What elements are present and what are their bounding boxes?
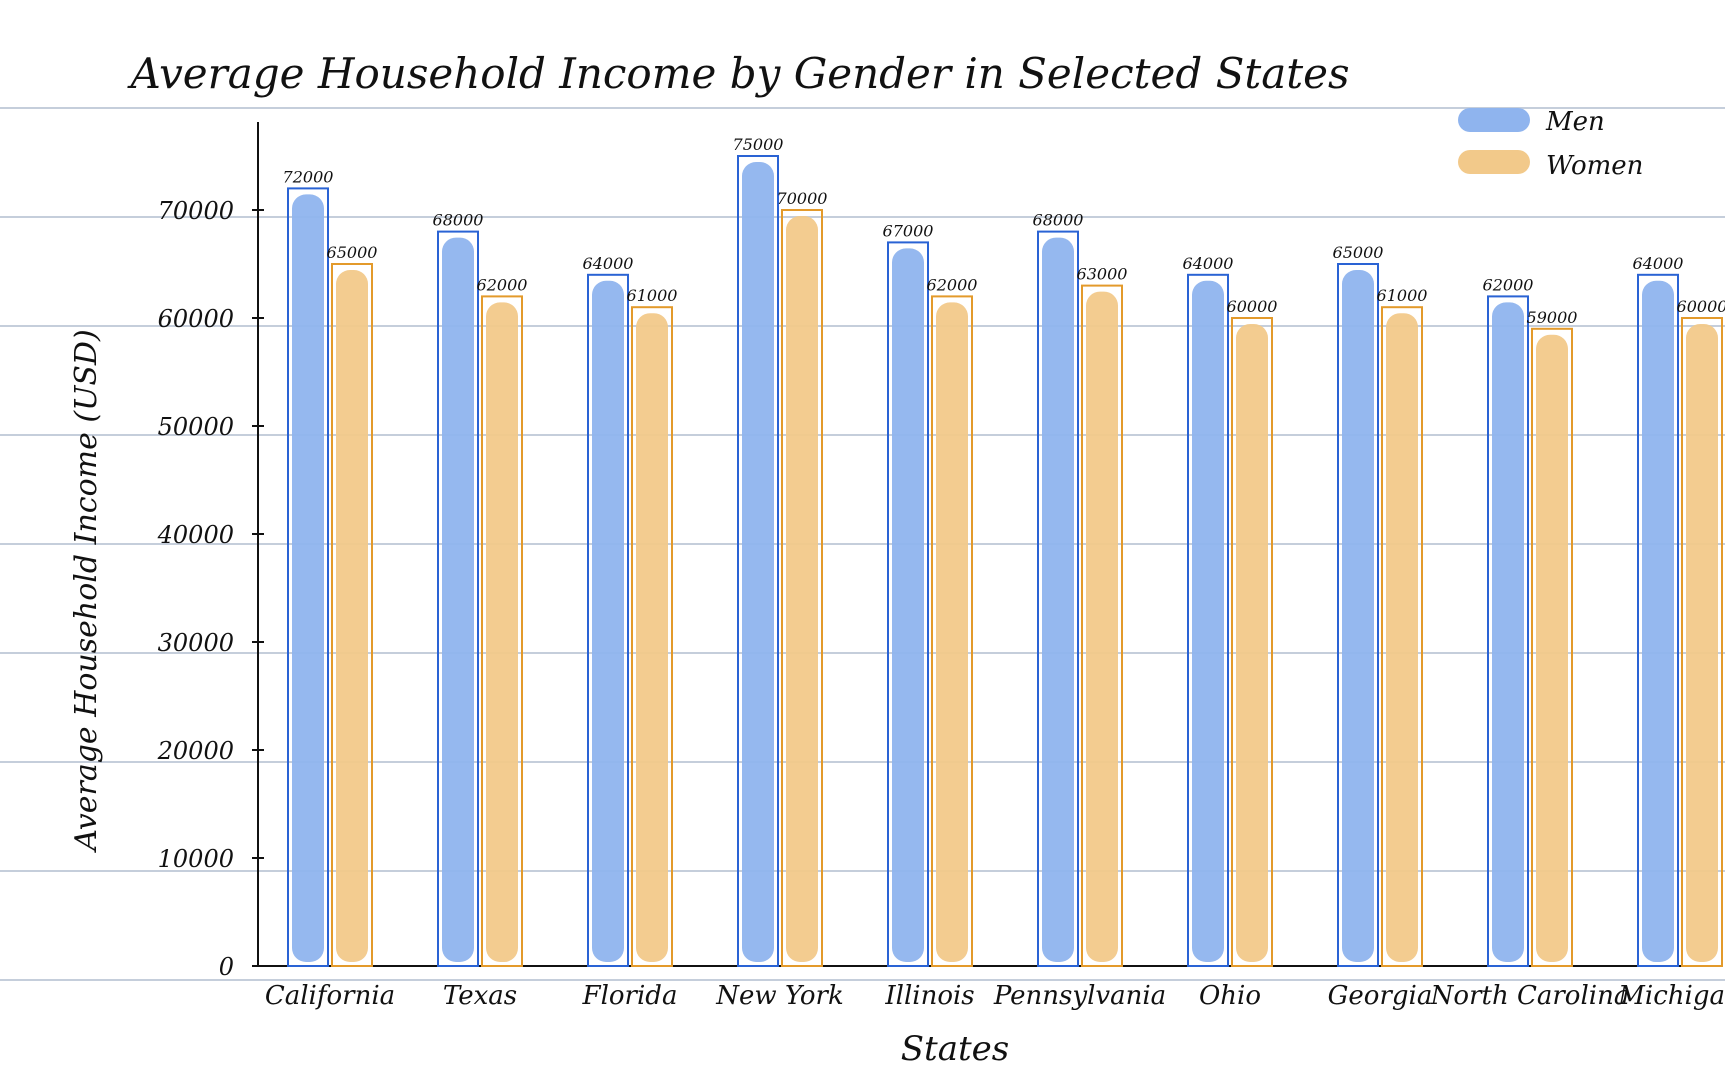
x-axis-title: States	[901, 1029, 1009, 1069]
x-tick-label: Pennsylvania	[993, 981, 1166, 1011]
bar-fill-women	[786, 216, 818, 962]
y-tick-label: 30000	[158, 629, 234, 657]
bar-outline-men	[437, 230, 479, 968]
data-label-women: 62000	[477, 275, 528, 294]
legend-men-swatch	[1458, 108, 1530, 132]
y-tick-label: 20000	[157, 737, 234, 765]
y-axis-title: Average Household Income (USD)	[69, 329, 104, 853]
y-tick-label: 60000	[158, 305, 234, 333]
bar-outline-women	[1531, 327, 1573, 967]
bar-fill-women	[936, 302, 968, 962]
data-label-women: 61000	[1377, 286, 1428, 305]
bar-outline-men	[1337, 263, 1379, 967]
bar-fill-women	[486, 302, 518, 962]
data-label-women: 65000	[327, 243, 378, 262]
bar-outline-men	[1637, 273, 1679, 967]
data-label-men: 75000	[733, 135, 784, 154]
bar-outline-women	[931, 295, 973, 967]
categories-layer: California Texas Florida New York Illinois Pe…	[265, 981, 1725, 1011]
bar-outline-women	[1081, 284, 1123, 968]
y-tick-label: 0	[219, 953, 234, 981]
bar-fill-men	[1192, 280, 1224, 962]
y-tick-label: 40000	[157, 521, 234, 549]
data-label-men: 64000	[583, 254, 634, 273]
bar-fill-men	[1042, 237, 1074, 963]
data-label-women: 60000	[1677, 297, 1725, 316]
bar-outline-men	[287, 187, 329, 967]
x-tick-label: Florida	[582, 981, 678, 1011]
x-tick-label: Ohio	[1199, 981, 1261, 1011]
x-tick-label: Illinois	[884, 981, 974, 1011]
bar-fill-men	[742, 162, 774, 962]
bar-fill-women	[1086, 291, 1118, 963]
bar-fill-women	[336, 270, 368, 962]
data-label-men: 65000	[1333, 243, 1384, 262]
legend: Men Women	[1458, 107, 1643, 181]
bar-outline-women	[1681, 317, 1723, 967]
bar-fill-men	[1342, 270, 1374, 962]
data-label-men: 68000	[433, 211, 484, 230]
bar-outline-men	[1037, 230, 1079, 968]
bar-outline-men	[887, 241, 929, 967]
bar-fill-women	[1386, 313, 1418, 962]
bar-outline-men	[1187, 273, 1229, 967]
data-label-men: 62000	[1483, 275, 1534, 294]
y-tick-label: 50000	[158, 413, 234, 441]
bar-outline-women	[631, 306, 673, 967]
data-label-men: 64000	[1183, 254, 1234, 273]
bar-fill-women	[636, 313, 668, 962]
bar-outline-women	[331, 263, 373, 967]
bar-outline-men	[1487, 295, 1529, 967]
plot-layer: 72000 68000 64000 75000 67000 68000 64000 65000…	[283, 135, 1725, 968]
data-label-women: 60000	[1227, 297, 1278, 316]
x-tick-label: New York	[715, 981, 843, 1011]
x-tick-label: Texas	[443, 981, 517, 1011]
data-label-women: 61000	[627, 286, 678, 305]
data-label-men: 64000	[1633, 254, 1684, 273]
data-label-women: 62000	[927, 275, 978, 294]
y-tick-label: 70000	[158, 197, 234, 225]
bar-outline-women	[1381, 306, 1423, 967]
bar-fill-women	[1236, 324, 1268, 962]
y-tick-label: 10000	[158, 845, 234, 873]
x-tick-label: Michigan	[1617, 981, 1725, 1011]
data-label-women: 70000	[777, 189, 828, 208]
legend-women-label: Women	[1546, 151, 1643, 181]
x-tick-label: North Carolina	[1430, 981, 1630, 1011]
bar-fill-men	[442, 237, 474, 963]
data-label-men: 72000	[283, 167, 334, 186]
data-label-women: 59000	[1527, 308, 1578, 327]
bar-fill-men	[592, 280, 624, 962]
ticks-layer: 0 10000 20000 30000 40000 50000 60000 70000	[157, 197, 264, 981]
bar-outline-women	[781, 209, 823, 967]
bar-fill-men	[1642, 280, 1674, 962]
legend-women-swatch	[1458, 150, 1530, 174]
bar-outline-women	[1231, 317, 1273, 967]
bar-outline-men	[737, 155, 779, 967]
data-label-women: 63000	[1077, 265, 1128, 284]
chart-title: Average Household Income by Gender in Se…	[126, 49, 1349, 98]
x-tick-label: Georgia	[1328, 981, 1433, 1011]
bar-fill-women	[1536, 334, 1568, 962]
bar-fill-men	[1492, 302, 1524, 962]
data-label-men: 68000	[1033, 211, 1084, 230]
bar-fill-men	[292, 194, 324, 962]
bar-fill-men	[892, 248, 924, 962]
legend-men-label: Men	[1545, 107, 1605, 137]
bar-fill-women	[1686, 324, 1718, 962]
x-tick-label: California	[265, 981, 395, 1011]
bar-outline-women	[481, 295, 523, 967]
bar-outline-men	[587, 273, 629, 967]
data-label-men: 67000	[883, 221, 934, 240]
